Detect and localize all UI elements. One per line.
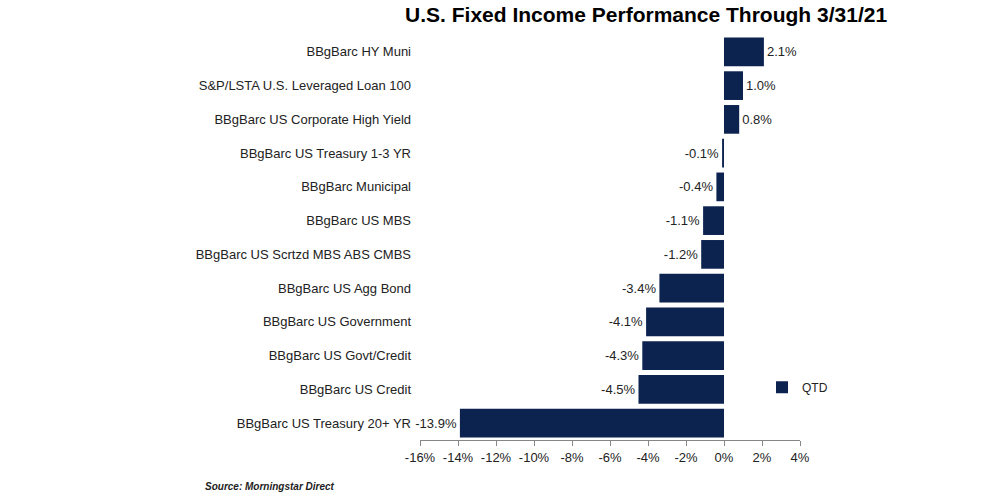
svg-text:0%: 0% (715, 450, 734, 465)
svg-text:S&P/LSTA U.S. Leveraged Loan 1: S&P/LSTA U.S. Leveraged Loan 100 (199, 78, 411, 93)
svg-text:1.0%: 1.0% (746, 78, 776, 93)
svg-text:BBgBarc US Govt/Credit: BBgBarc US Govt/Credit (269, 348, 412, 363)
svg-text:2.1%: 2.1% (767, 44, 797, 59)
svg-text:4%: 4% (791, 450, 810, 465)
svg-text:2%: 2% (753, 450, 772, 465)
svg-text:BBgBarc US Government: BBgBarc US Government (263, 314, 412, 329)
svg-text:-13.9%: -13.9% (415, 416, 457, 431)
svg-text:-1.1%: -1.1% (666, 213, 700, 228)
svg-text:-2%: -2% (674, 450, 698, 465)
svg-text:BBgBarc US Treasury 1-3 YR: BBgBarc US Treasury 1-3 YR (240, 146, 411, 161)
svg-text:BBgBarc Municipal: BBgBarc Municipal (301, 179, 411, 194)
svg-text:BBgBarc US Scrtzd MBS ABS CMBS: BBgBarc US Scrtzd MBS ABS CMBS (196, 247, 412, 262)
svg-text:-10%: -10% (519, 450, 550, 465)
svg-text:-4.5%: -4.5% (601, 382, 635, 397)
svg-text:-4%: -4% (636, 450, 660, 465)
svg-text:-8%: -8% (560, 450, 584, 465)
svg-text:-1.2%: -1.2% (664, 247, 698, 262)
svg-text:-16%: -16% (405, 450, 436, 465)
svg-text:-0.4%: -0.4% (679, 179, 713, 194)
svg-text:U.S. Fixed Income Performance: U.S. Fixed Income Performance Through 3/… (405, 3, 887, 26)
svg-text:-4.1%: -4.1% (609, 314, 643, 329)
svg-text:-6%: -6% (598, 450, 622, 465)
svg-text:BBgBarc US Agg Bond: BBgBarc US Agg Bond (278, 281, 411, 296)
svg-text:0.8%: 0.8% (742, 112, 772, 127)
svg-text:BBgBarc US Treasury 20+ YR: BBgBarc US Treasury 20+ YR (237, 416, 411, 431)
svg-text:-14%: -14% (443, 450, 474, 465)
svg-text:-12%: -12% (481, 450, 512, 465)
svg-text:QTD: QTD (802, 381, 828, 395)
svg-text:BBgBarc US Credit: BBgBarc US Credit (300, 382, 412, 397)
svg-text:BBgBarc US Corporate High Yiel: BBgBarc US Corporate High Yield (214, 112, 411, 127)
svg-text:-0.1%: -0.1% (685, 146, 719, 161)
svg-text:BBgBarc US MBS: BBgBarc US MBS (306, 213, 411, 228)
svg-text:-4.3%: -4.3% (605, 348, 639, 363)
svg-text:Source: Morningstar Direct: Source: Morningstar Direct (205, 481, 335, 492)
svg-text:-3.4%: -3.4% (622, 281, 656, 296)
svg-text:BBgBarc HY Muni: BBgBarc HY Muni (306, 44, 411, 59)
